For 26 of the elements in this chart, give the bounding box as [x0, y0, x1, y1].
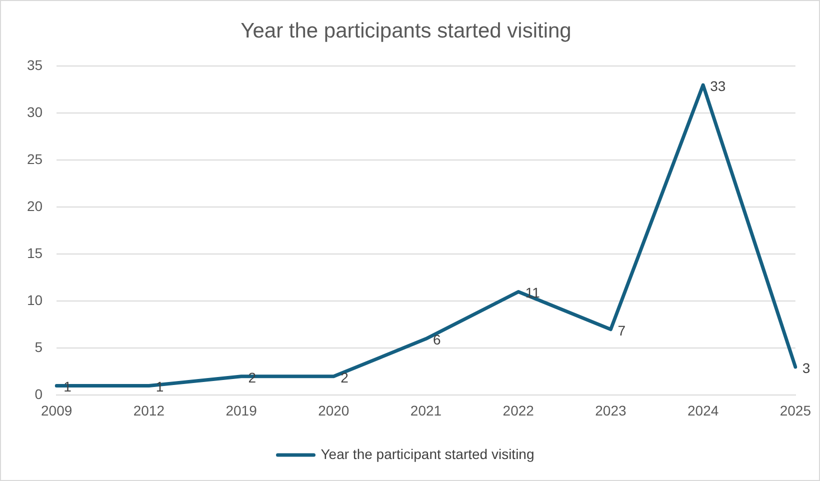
- y-tick-label: 15: [26, 245, 43, 262]
- data-label: 6: [433, 332, 441, 348]
- x-tick-label: 2023: [595, 402, 626, 418]
- data-label: 33: [710, 78, 726, 94]
- y-tick-label: 20: [26, 198, 43, 214]
- x-tick-label: 2020: [318, 402, 350, 418]
- x-tick-label: 2019: [226, 402, 258, 418]
- x-tick-label: 2025: [780, 402, 812, 418]
- data-label: 1: [64, 378, 72, 395]
- x-tick-label: 2009: [40, 402, 72, 418]
- data-label: 11: [525, 284, 540, 301]
- chart-title: Year the participants started visiting: [240, 19, 572, 42]
- y-tick-label: 10: [26, 292, 43, 308]
- data-label: 3: [802, 360, 810, 376]
- y-tick-label: 25: [26, 151, 43, 168]
- data-label: 7: [618, 322, 626, 338]
- x-tick-label: 2022: [502, 402, 534, 418]
- legend-label: Year the participant started visiting: [320, 446, 534, 462]
- y-tick-label: 35: [26, 57, 43, 74]
- x-tick-label: 2024: [687, 402, 719, 418]
- x-tick-label: 2021: [410, 402, 442, 418]
- y-tick-label: 30: [26, 104, 43, 120]
- y-tick-label: 0: [34, 386, 43, 402]
- data-label: 2: [340, 369, 349, 386]
- x-tick-label: 2012: [133, 402, 165, 418]
- y-tick-label: 5: [34, 339, 43, 356]
